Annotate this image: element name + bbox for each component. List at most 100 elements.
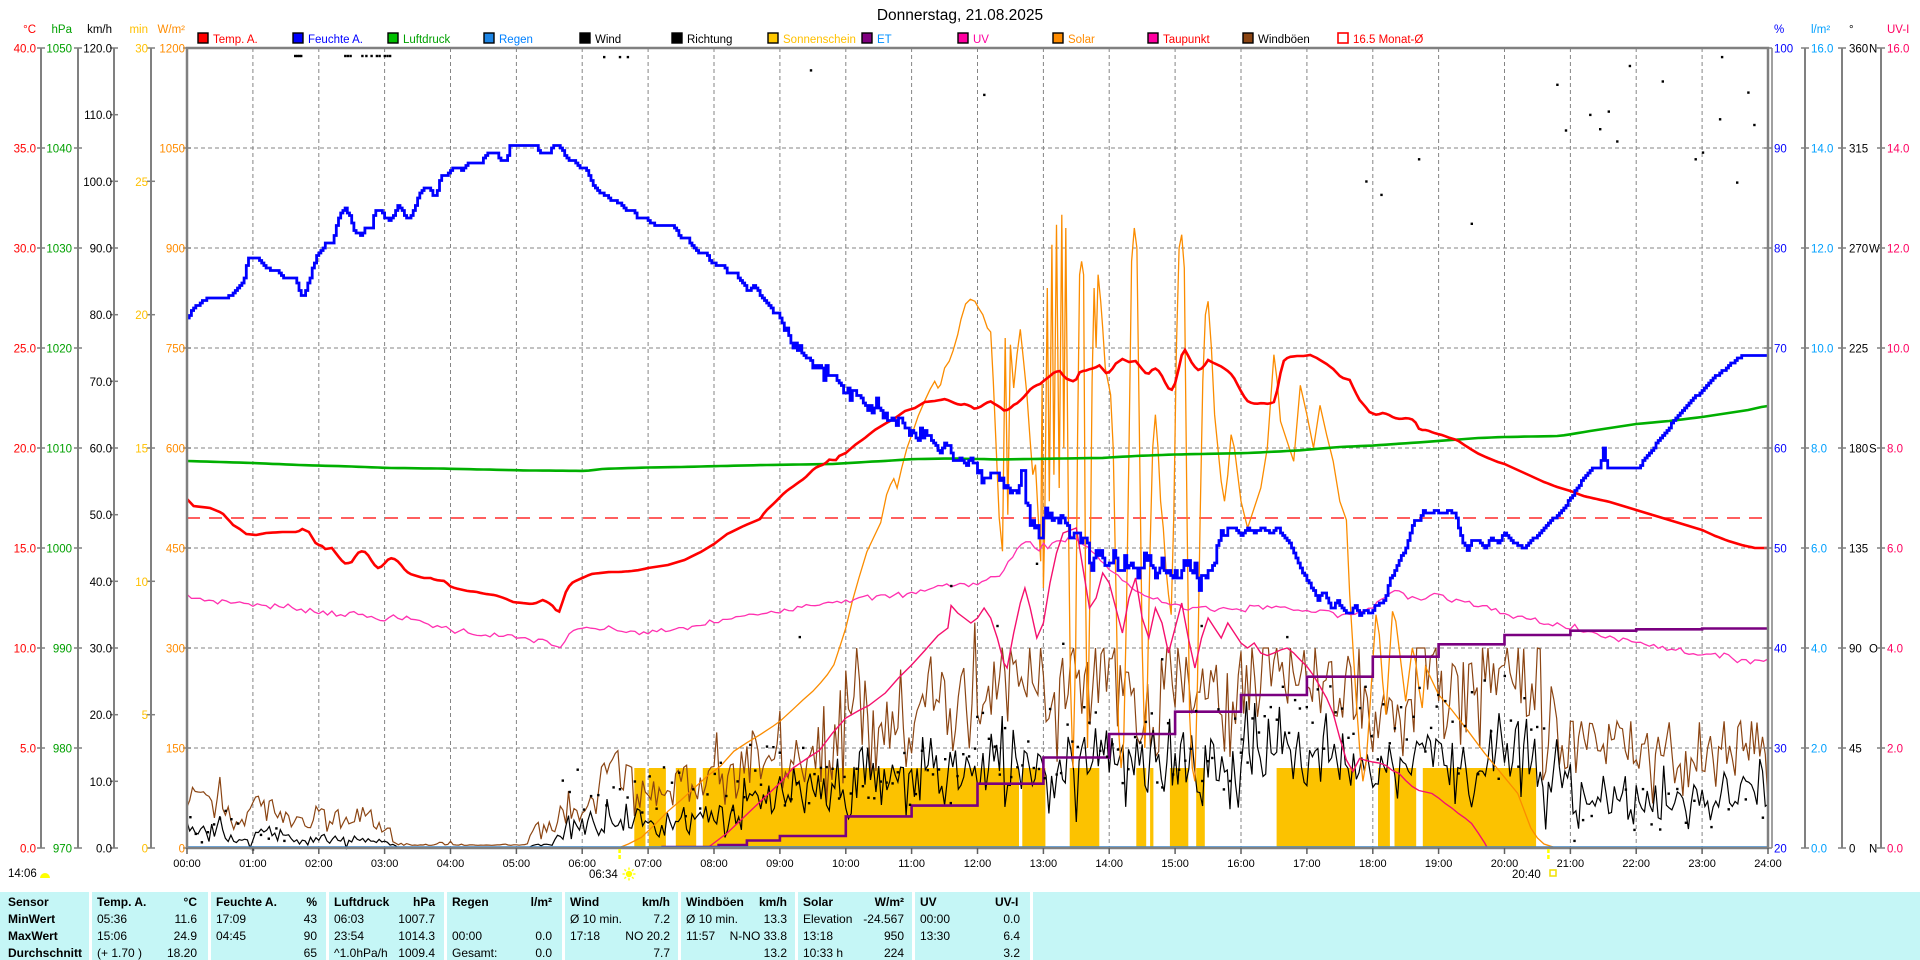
- svg-text:Taupunkt: Taupunkt: [1163, 34, 1210, 46]
- svg-text:25.0: 25.0: [14, 344, 36, 356]
- svg-text:150: 150: [166, 744, 185, 756]
- svg-text:90: 90: [304, 929, 318, 943]
- svg-text:16.5 Monat-Ø: 16.5 Monat-Ø: [1353, 34, 1423, 46]
- svg-text:Regen: Regen: [499, 34, 533, 46]
- svg-text:135: 135: [1849, 544, 1868, 556]
- svg-text:19:00: 19:00: [1425, 858, 1453, 870]
- svg-text:70: 70: [1774, 344, 1787, 356]
- svg-text:950: 950: [884, 929, 904, 943]
- svg-text:10: 10: [135, 577, 148, 589]
- svg-text:16.0: 16.0: [1811, 44, 1833, 56]
- svg-text:km/h: km/h: [642, 895, 670, 909]
- svg-text:NO 20.2: NO 20.2: [625, 929, 670, 943]
- svg-text:04:00: 04:00: [437, 858, 465, 870]
- svg-text:225: 225: [1849, 344, 1868, 356]
- svg-text:km/h: km/h: [759, 895, 787, 909]
- svg-text:01:00: 01:00: [239, 858, 267, 870]
- svg-text:50.0: 50.0: [90, 510, 112, 522]
- svg-text:25: 25: [135, 177, 148, 189]
- svg-text:Feuchte A.: Feuchte A.: [308, 34, 363, 46]
- svg-text:12.0: 12.0: [1887, 244, 1909, 256]
- svg-text:18:00: 18:00: [1359, 858, 1387, 870]
- svg-text:4.0: 4.0: [1887, 644, 1903, 656]
- svg-text:21:00: 21:00: [1557, 858, 1585, 870]
- svg-text:0.0: 0.0: [1811, 844, 1827, 856]
- svg-text:00:00: 00:00: [452, 929, 482, 943]
- svg-text:980: 980: [53, 744, 72, 756]
- svg-text:23:54: 23:54: [334, 929, 364, 943]
- svg-text:16.0: 16.0: [1887, 44, 1909, 56]
- svg-text:1030: 1030: [46, 244, 72, 256]
- svg-text:N: N: [1869, 844, 1877, 856]
- svg-text:40.0: 40.0: [14, 44, 36, 56]
- svg-text:17:00: 17:00: [1293, 858, 1321, 870]
- svg-text:30: 30: [1774, 744, 1787, 756]
- svg-text:N: N: [1869, 44, 1877, 56]
- svg-text:30.0: 30.0: [14, 244, 36, 256]
- svg-text:17:18: 17:18: [570, 929, 600, 943]
- svg-text:10.0: 10.0: [90, 777, 112, 789]
- svg-text:l/m²: l/m²: [1811, 24, 1830, 36]
- svg-text:ET: ET: [877, 34, 892, 46]
- svg-text:Luftdruck: Luftdruck: [403, 34, 451, 46]
- svg-text:90: 90: [1774, 144, 1787, 156]
- svg-text:Windböen: Windböen: [686, 895, 744, 909]
- svg-text:315: 315: [1849, 144, 1868, 156]
- svg-text:N-NO 33.8: N-NO 33.8: [730, 929, 788, 943]
- svg-text:10:00: 10:00: [832, 858, 860, 870]
- svg-text:600: 600: [166, 444, 185, 456]
- svg-text:10.0: 10.0: [1887, 344, 1909, 356]
- svg-text:110.0: 110.0: [84, 110, 112, 122]
- svg-text:80.0: 80.0: [90, 310, 112, 322]
- svg-text:03:00: 03:00: [371, 858, 399, 870]
- svg-text:14:00: 14:00: [1095, 858, 1123, 870]
- svg-text:°C: °C: [23, 24, 36, 36]
- svg-text:10:33 h: 10:33 h: [803, 946, 843, 960]
- svg-text:15.0: 15.0: [14, 544, 36, 556]
- svg-text:1009.4: 1009.4: [398, 946, 435, 960]
- svg-text:45: 45: [1849, 744, 1862, 756]
- svg-text:4.0: 4.0: [1811, 644, 1827, 656]
- svg-text:%: %: [1774, 24, 1784, 36]
- svg-text:30: 30: [135, 44, 148, 56]
- svg-text:0.0: 0.0: [96, 844, 112, 856]
- svg-text:0.0: 0.0: [535, 946, 552, 960]
- svg-text:20:40: 20:40: [1512, 869, 1541, 881]
- svg-text:18.20: 18.20: [167, 946, 197, 960]
- svg-text:16:00: 16:00: [1227, 858, 1255, 870]
- svg-text:80: 80: [1774, 244, 1787, 256]
- svg-text:5.0: 5.0: [20, 744, 36, 756]
- svg-text:06:34: 06:34: [589, 869, 618, 881]
- svg-text:Wind: Wind: [595, 34, 621, 46]
- svg-text:l/m²: l/m²: [531, 895, 552, 909]
- svg-text:0: 0: [179, 844, 185, 856]
- svg-text:90: 90: [1849, 644, 1862, 656]
- svg-text:11:00: 11:00: [898, 858, 925, 870]
- svg-text:40: 40: [1774, 644, 1787, 656]
- svg-text:60: 60: [1774, 444, 1787, 456]
- svg-text:Feuchte A.: Feuchte A.: [216, 895, 277, 909]
- svg-text:12.0: 12.0: [1811, 244, 1833, 256]
- svg-text:65: 65: [304, 946, 318, 960]
- svg-text:UV: UV: [973, 34, 989, 46]
- svg-text:20.0: 20.0: [14, 444, 36, 456]
- svg-text:W/m²: W/m²: [158, 24, 186, 36]
- svg-text:Regen: Regen: [452, 895, 489, 909]
- svg-text:8.0: 8.0: [1887, 444, 1903, 456]
- svg-text:1040: 1040: [46, 144, 72, 156]
- svg-text:17:09: 17:09: [216, 912, 246, 926]
- svg-text:0: 0: [1849, 844, 1855, 856]
- svg-text:1020: 1020: [46, 344, 72, 356]
- svg-text:1200: 1200: [159, 44, 185, 56]
- svg-text:23:00: 23:00: [1688, 858, 1716, 870]
- svg-text:13.3: 13.3: [764, 912, 788, 926]
- svg-text:km/h: km/h: [87, 24, 112, 36]
- svg-text:08:00: 08:00: [700, 858, 728, 870]
- svg-text:0.0: 0.0: [535, 929, 552, 943]
- svg-text:0.0: 0.0: [20, 844, 36, 856]
- svg-text:Solar: Solar: [803, 895, 833, 909]
- svg-text:-24.567: -24.567: [863, 912, 904, 926]
- svg-text:UV-I: UV-I: [995, 895, 1018, 909]
- svg-text:11.6: 11.6: [175, 912, 198, 926]
- svg-text:7.7: 7.7: [653, 946, 670, 960]
